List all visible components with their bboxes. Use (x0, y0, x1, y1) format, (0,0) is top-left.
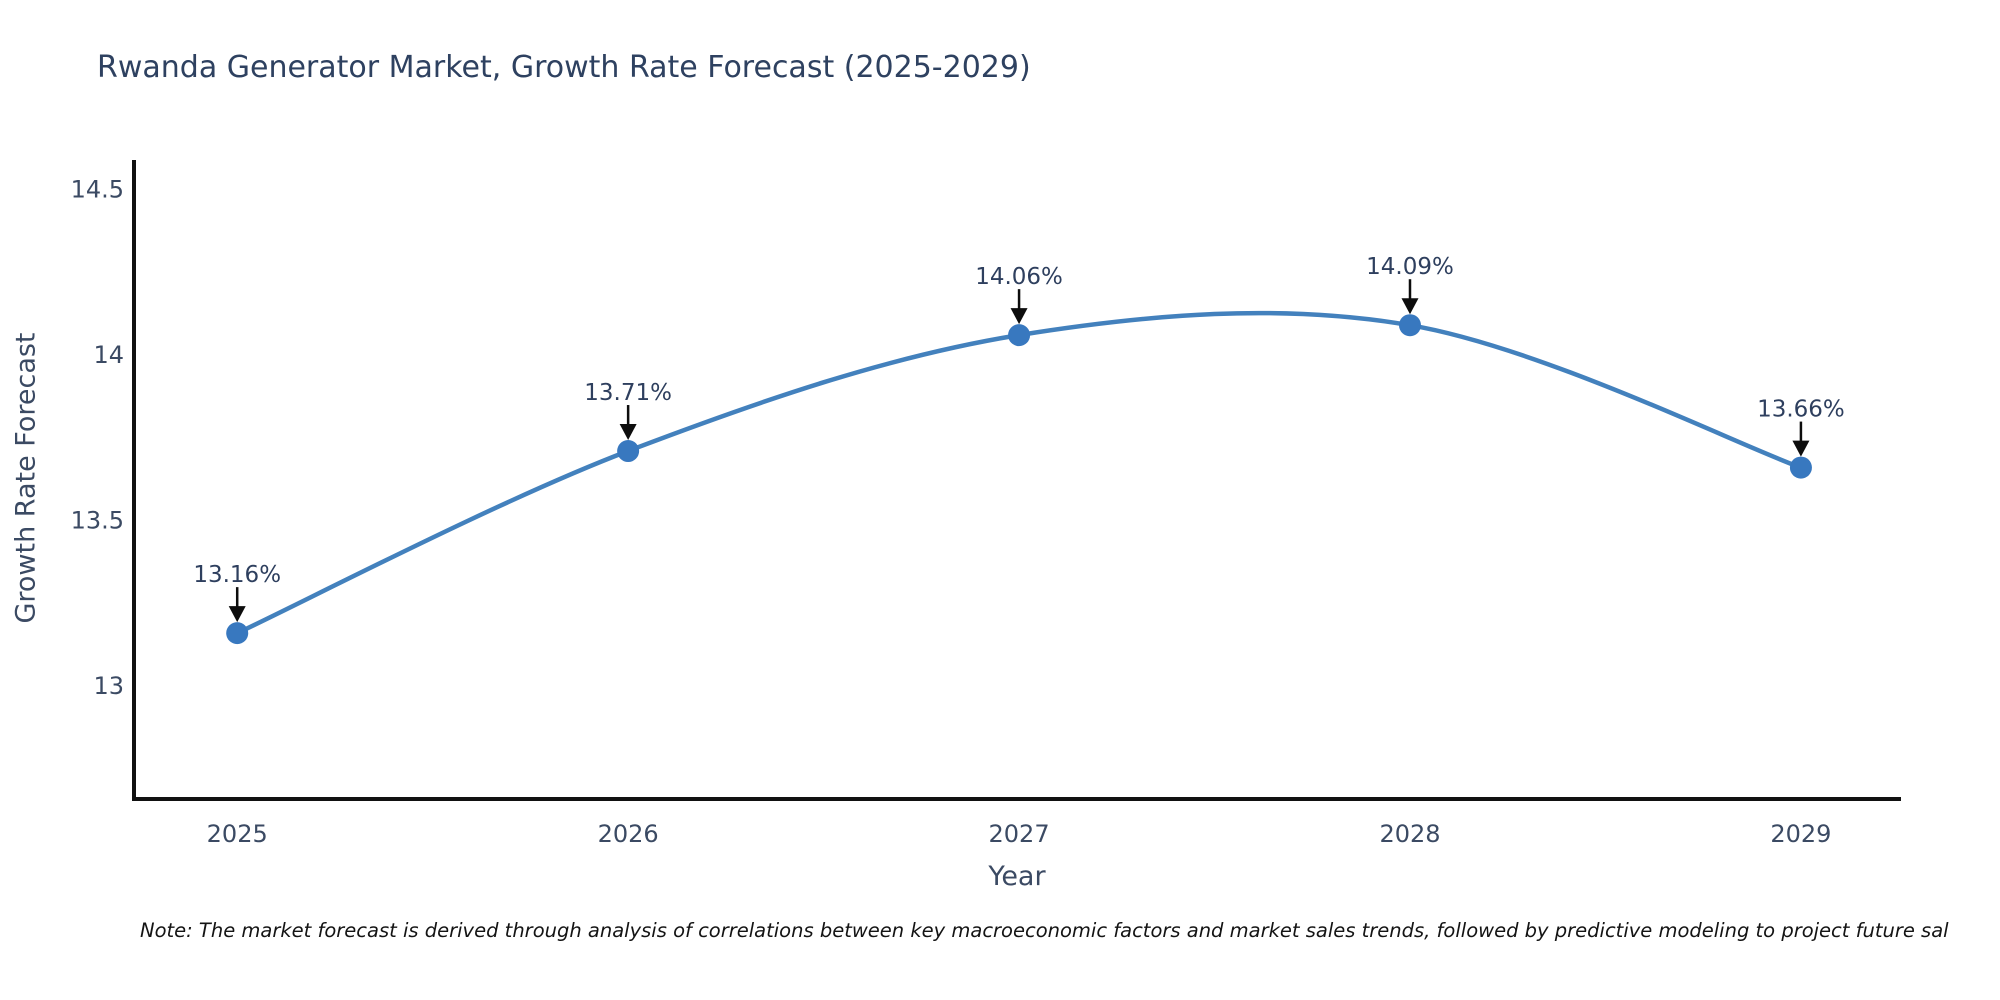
annotation-label-2025: 13.16% (193, 562, 281, 588)
annotation-label-2028: 14.09% (1366, 254, 1454, 280)
data-point-marker-2028[interactable] (1398, 314, 1421, 337)
x-tick-label: 2025 (207, 820, 268, 848)
annotation-arrow-head (228, 606, 246, 623)
x-axis-title: Year (988, 861, 1046, 892)
y-tick-label: 14.5 (71, 175, 124, 203)
data-point-marker-2029[interactable] (1789, 456, 1812, 479)
chart-title: Rwanda Generator Market, Growth Rate For… (97, 50, 1031, 85)
annotation-label-2026: 13.71% (584, 380, 672, 406)
data-point-marker-2026[interactable] (617, 440, 640, 463)
annotation-arrow-head (1792, 440, 1810, 457)
annotation-arrow-head (1010, 308, 1028, 325)
x-tick-label: 2029 (1770, 820, 1831, 848)
y-tick-label: 13.5 (71, 507, 124, 535)
annotation-label-2029: 13.66% (1757, 397, 1845, 423)
y-tick-label: 14 (93, 341, 124, 369)
data-point-marker-2025[interactable] (226, 622, 249, 645)
x-tick-label: 2028 (1379, 820, 1440, 848)
data-point-marker-2027[interactable] (1008, 324, 1031, 347)
forecast-line (234, 310, 1804, 636)
footnote: Note: The market forecast is derived thr… (140, 919, 1949, 942)
y-tick-label: 13 (93, 672, 124, 700)
annotation-arrow-head (619, 424, 637, 441)
annotation-arrow-head (1401, 298, 1419, 315)
annotation-label-2027: 14.06% (975, 264, 1063, 290)
x-tick-label: 2027 (989, 820, 1050, 848)
x-tick-label: 2026 (598, 820, 659, 848)
